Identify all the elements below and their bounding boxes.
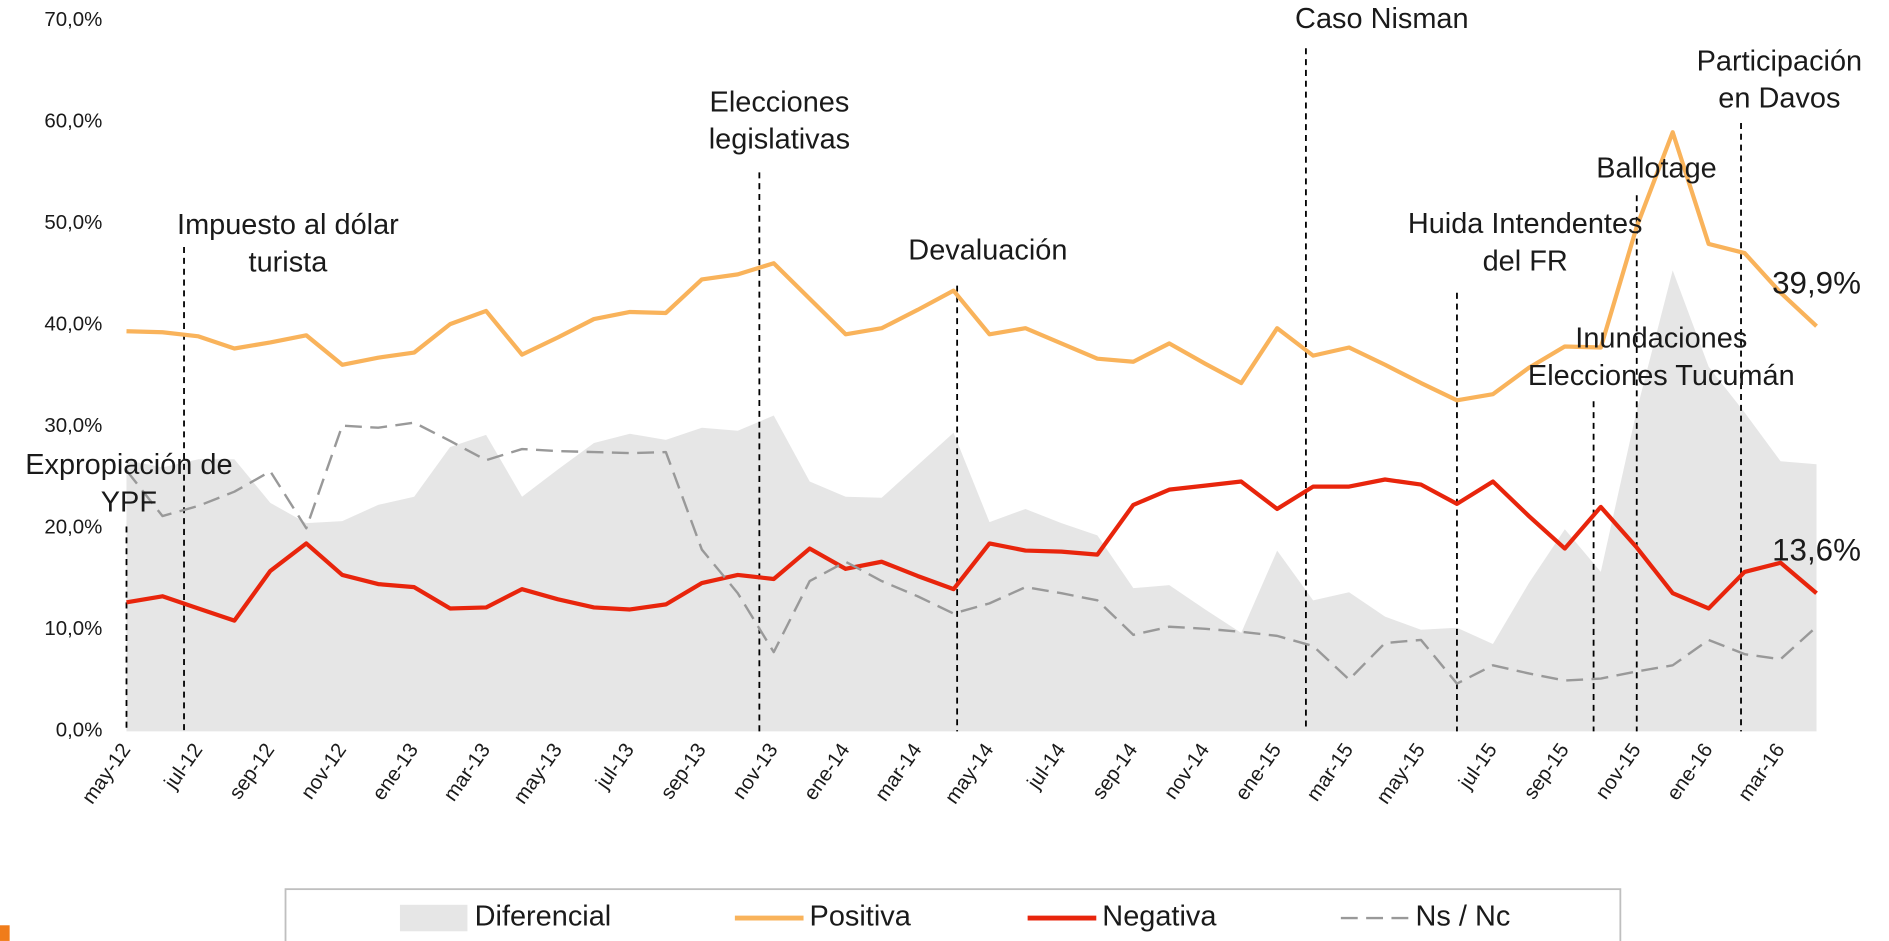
event-label: del FR bbox=[1483, 245, 1568, 277]
x-tick-label: nov-13 bbox=[728, 739, 783, 803]
event-label: en Davos bbox=[1718, 83, 1840, 115]
x-tick-label: ene-14 bbox=[799, 739, 854, 804]
x-tick-label: mar-16 bbox=[1733, 739, 1789, 805]
x-tick-label: mar-14 bbox=[870, 739, 926, 805]
x-tick-label: may-12 bbox=[77, 739, 135, 808]
event-label: legislativas bbox=[709, 124, 850, 156]
legend-label: Diferencial bbox=[475, 901, 612, 933]
x-tick-label: sep-13 bbox=[656, 739, 711, 803]
y-tick-label: 40,0% bbox=[44, 313, 102, 336]
legend-label: Ns / Nc bbox=[1416, 901, 1511, 933]
event-label: Elecciones bbox=[710, 86, 850, 118]
legend-label: Positiva bbox=[810, 901, 912, 933]
x-tick-label: nov-14 bbox=[1159, 739, 1214, 803]
event-label: turista bbox=[249, 247, 329, 279]
y-tick-label: 0,0% bbox=[56, 719, 103, 742]
page: {"chart_data": { "type": "line", "catego… bbox=[0, 0, 1889, 941]
value-label: 13,6% bbox=[1772, 533, 1861, 568]
x-tick-label: nov-15 bbox=[1591, 739, 1646, 803]
legend-swatch bbox=[400, 905, 467, 932]
x-tick-label: jul-13 bbox=[591, 739, 639, 794]
x-tick-label: ene-13 bbox=[368, 739, 423, 804]
chart: 0,0% 10,0% 20,0% 30,0% 40,0% 50,0% 60,0% 70,0% m… bbox=[0, 0, 1889, 941]
event-label: Devaluación bbox=[908, 234, 1067, 266]
event-label: Inundaciones bbox=[1575, 322, 1747, 354]
x-tick-label: jul-14 bbox=[1022, 739, 1070, 794]
x-tick-label: ene-16 bbox=[1662, 739, 1717, 804]
x-tick-label: may-15 bbox=[1372, 739, 1430, 808]
value-label: 39,9% bbox=[1772, 265, 1861, 300]
x-tick-label: may-13 bbox=[509, 739, 567, 808]
x-tick-label: may-14 bbox=[940, 739, 998, 808]
y-tick-label: 10,0% bbox=[44, 617, 102, 640]
event-label: Ballotage bbox=[1596, 153, 1717, 185]
event-label: Expropiación de bbox=[25, 449, 232, 481]
x-tick-label: nov-12 bbox=[296, 739, 351, 803]
event-label: Elecciones Tucumán bbox=[1528, 360, 1795, 392]
y-tick-label: 70,0% bbox=[44, 8, 102, 31]
corner-mark bbox=[0, 925, 10, 941]
event-label: YPF bbox=[101, 486, 157, 518]
x-tick-label: sep-15 bbox=[1519, 739, 1574, 803]
x-tick-label: mar-13 bbox=[439, 739, 495, 805]
event-label: Huida Intendentes bbox=[1408, 208, 1643, 240]
event-label: Caso Nisman bbox=[1295, 3, 1469, 35]
x-tick-label: sep-14 bbox=[1087, 739, 1142, 803]
legend-label: Negativa bbox=[1102, 901, 1217, 933]
event-label: Participación bbox=[1697, 45, 1863, 77]
y-tick-label: 30,0% bbox=[44, 414, 102, 437]
x-tick-label: mar-15 bbox=[1302, 739, 1358, 805]
x-tick-label: jul-12 bbox=[159, 739, 207, 794]
y-tick-label: 20,0% bbox=[44, 516, 102, 539]
y-tick-label: 60,0% bbox=[44, 109, 102, 132]
x-tick-label: jul-15 bbox=[1454, 739, 1502, 794]
area bbox=[126, 270, 1816, 731]
event-label: Impuesto al dólar bbox=[177, 209, 399, 241]
x-tick-label: sep-12 bbox=[225, 739, 280, 803]
x-tick-label: ene-15 bbox=[1231, 739, 1286, 804]
y-tick-label: 50,0% bbox=[44, 211, 102, 234]
